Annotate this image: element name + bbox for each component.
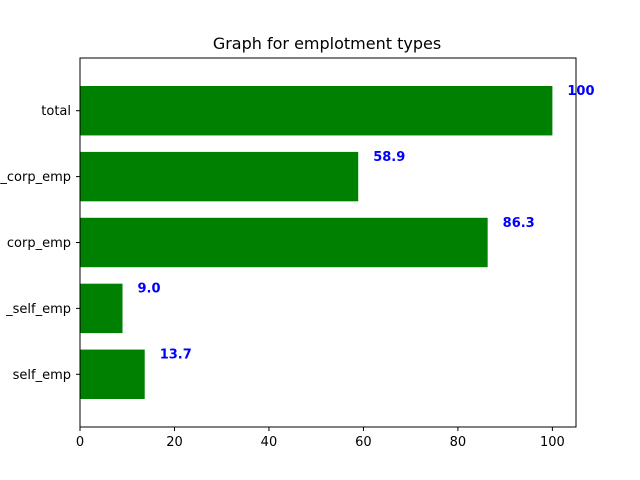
bar-0: [80, 349, 145, 399]
y-tick-label-4: total: [41, 104, 71, 119]
x-tick-label-5: 100: [540, 435, 565, 450]
chart-title: Graph for emplotment types: [213, 34, 441, 53]
x-tick-label-0: 0: [76, 435, 84, 450]
y-tick-label-1: _self_emp: [5, 302, 71, 317]
y-axis: self_emp _self_emp corp_emp _corp_emp total: [0, 104, 80, 383]
y-tick-label-3: _corp_emp: [0, 170, 71, 185]
data-label-0: 13.7: [160, 348, 192, 363]
data-label-4: 100: [567, 84, 594, 99]
data-label-3: 58.9: [373, 150, 405, 165]
plot-frame: [79, 57, 577, 428]
bar-4: [80, 86, 553, 136]
bar-3: [80, 151, 359, 202]
x-tick-label-1: 20: [166, 435, 183, 450]
x-tick-label-4: 80: [450, 435, 467, 450]
bar-2: [80, 217, 488, 268]
bars-group: [80, 86, 553, 399]
x-tick-label-3: 60: [355, 435, 372, 450]
data-label-2: 86.3: [503, 216, 535, 231]
bar-1: [80, 283, 123, 334]
x-tick-label-2: 40: [261, 435, 278, 450]
y-tick-label-2: corp_emp: [7, 236, 71, 251]
y-tick-label-0: self_emp: [13, 368, 71, 383]
bar-labels-group: 13.7 9.0 86.3 58.9 100: [138, 84, 595, 363]
data-label-1: 9.0: [138, 282, 161, 297]
x-axis: 0 20 40 60 80 100: [76, 427, 565, 450]
